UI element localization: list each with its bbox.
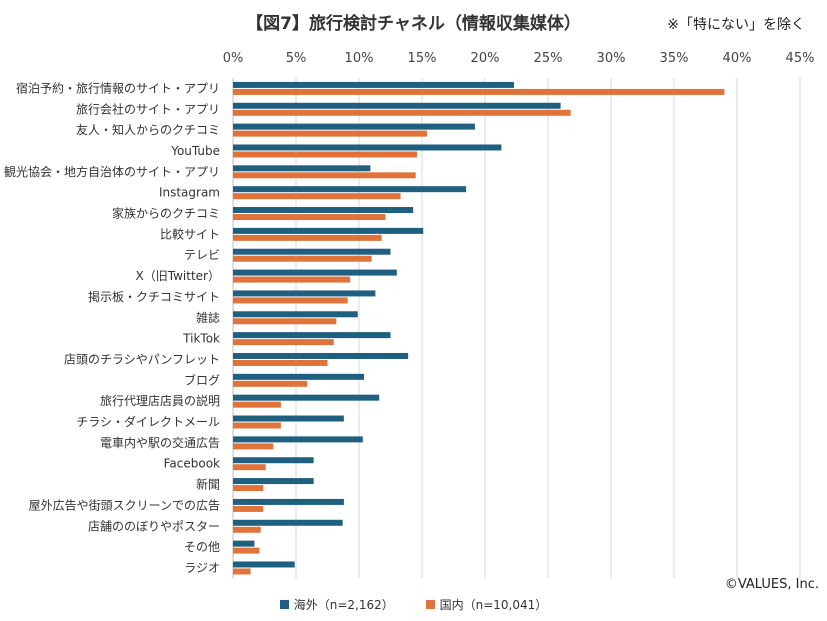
legend-item-overseas: 海外（n=2,162） xyxy=(279,596,394,613)
x-tick-label: 30% xyxy=(597,51,626,66)
bar-domestic xyxy=(233,359,328,366)
category-label: 店舗ののぼりやポスター xyxy=(88,519,220,533)
bar-domestic xyxy=(233,109,571,116)
legend-label-domestic: 国内（n=10,041） xyxy=(439,598,548,612)
category-label: テレビ xyxy=(184,248,220,262)
bar-overseas xyxy=(233,186,467,193)
category-label: その他 xyxy=(184,540,220,554)
category-label: 旅行代理店店員の説明 xyxy=(100,393,220,408)
category-label: 宿泊予約・旅行情報のサイト・アプリ xyxy=(16,80,220,95)
category-label: 家族からのクチコミ xyxy=(112,206,220,221)
bar-domestic xyxy=(233,318,337,325)
bar-domestic xyxy=(233,214,386,221)
bar-overseas xyxy=(233,269,397,276)
bar-domestic xyxy=(233,505,264,512)
x-tick-label: 5% xyxy=(286,51,307,66)
category-label: 電車内や駅の交通広告 xyxy=(100,435,220,450)
category-label: 屋外広告や街頭スクリーンでの広告 xyxy=(29,498,220,512)
bar-overseas xyxy=(233,227,424,234)
bar-overseas xyxy=(233,540,255,547)
bar-domestic xyxy=(233,547,260,554)
x-tick-label: 0% xyxy=(223,51,244,66)
bar-domestic xyxy=(233,380,308,387)
category-label: Instagram xyxy=(159,186,220,200)
legend-swatch-overseas xyxy=(279,600,289,609)
category-label: 観光協会・地方自治体のサイト・アプリ xyxy=(4,164,220,179)
bar-domestic xyxy=(233,234,382,241)
bar-overseas xyxy=(233,144,502,151)
bar-domestic xyxy=(233,568,251,575)
bar-domestic xyxy=(233,151,417,158)
category-label: 新聞 xyxy=(196,477,220,492)
bar-overseas xyxy=(233,436,363,443)
legend-label-overseas: 海外（n=2,162） xyxy=(293,598,394,612)
bar-domestic xyxy=(233,339,334,346)
category-label: ラジオ xyxy=(184,561,220,575)
bar-overseas xyxy=(233,478,314,485)
copyright: ©VALUES, Inc. xyxy=(724,577,819,592)
bar-overseas xyxy=(233,123,475,130)
x-tick-label: 25% xyxy=(534,51,563,66)
x-tick-label: 45% xyxy=(786,51,815,66)
category-label: 友人・知人からのクチコミ xyxy=(76,123,220,137)
category-label: TikTok xyxy=(182,332,220,346)
bar-domestic xyxy=(233,193,401,200)
x-tick-label: 20% xyxy=(471,51,500,66)
bar-domestic xyxy=(233,485,264,492)
category-labels: 宿泊予約・旅行情報のサイト・アプリ旅行会社のサイト・アプリ友人・知人からのクチコ… xyxy=(4,80,220,575)
bar-overseas xyxy=(233,415,344,422)
bar-domestic xyxy=(233,297,348,304)
bar-overseas xyxy=(233,311,358,318)
category-label: X（旧Twitter） xyxy=(136,269,220,283)
gridlines xyxy=(232,78,801,579)
category-label: ブログ xyxy=(184,372,220,387)
bar-overseas xyxy=(233,498,344,505)
bars xyxy=(233,81,725,575)
bar-domestic xyxy=(233,464,266,471)
bar-overseas xyxy=(233,332,391,339)
bar-overseas xyxy=(233,102,561,109)
bar-domestic xyxy=(233,276,351,283)
bar-domestic xyxy=(233,422,281,429)
category-label: 旅行会社のサイト・アプリ xyxy=(76,101,220,116)
x-tick-label: 10% xyxy=(345,51,374,66)
bar-domestic xyxy=(233,526,261,533)
bar-overseas xyxy=(233,519,343,526)
bar-overseas xyxy=(233,248,391,255)
bar-overseas xyxy=(233,373,365,380)
x-tick-label: 40% xyxy=(723,51,752,66)
bar-domestic xyxy=(233,172,416,179)
x-tick-label: 35% xyxy=(660,51,689,66)
bar-overseas xyxy=(233,561,295,568)
category-label: 店頭のチラシやパンフレット xyxy=(64,352,220,366)
legend-item-domestic: 国内（n=10,041） xyxy=(425,596,548,613)
bar-domestic xyxy=(233,130,428,137)
category-label: 雑誌 xyxy=(196,310,220,325)
bar-overseas xyxy=(233,457,314,464)
bar-overseas xyxy=(233,165,371,172)
category-label: YouTube xyxy=(170,144,220,158)
bar-domestic xyxy=(233,401,281,408)
bar-overseas xyxy=(233,207,414,214)
category-label: Facebook xyxy=(164,457,220,471)
category-label: 掲示板・クチコミサイト xyxy=(88,289,220,304)
legend: 海外（n=2,162） 国内（n=10,041） xyxy=(0,596,827,613)
legend-swatch-domestic xyxy=(425,600,435,609)
category-label: 比較サイト xyxy=(160,226,220,241)
chart-title: 【図7】旅行検討チャネル（情報収集媒体） xyxy=(246,14,581,34)
bar-overseas xyxy=(233,81,514,88)
exclusion-note: ※「特にない」を除く xyxy=(667,17,805,33)
bar-domestic xyxy=(233,255,372,262)
bar-domestic xyxy=(233,443,274,450)
x-axis-ticks: 0% 5% 10% 15% 20% 25% 30% 35% 40% 45% xyxy=(223,51,815,66)
category-label: チラシ・ダイレクトメール xyxy=(76,414,220,429)
x-tick-label: 15% xyxy=(408,51,437,66)
bar-overseas xyxy=(233,352,409,359)
bar-domestic xyxy=(233,88,725,95)
bar-overseas xyxy=(233,290,376,297)
bar-overseas xyxy=(233,394,380,401)
